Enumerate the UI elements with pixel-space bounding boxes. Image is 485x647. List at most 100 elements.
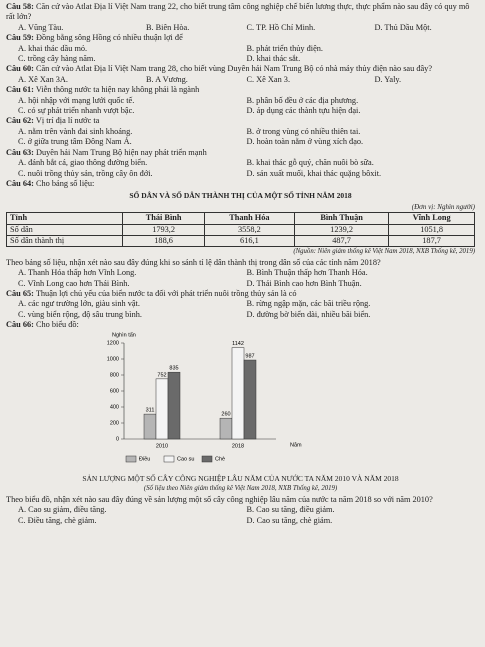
- option[interactable]: A. đánh bắt cá, giao thông đường biển.: [18, 158, 148, 168]
- question-text: Theo bảng số liệu, nhận xét nào sau đây …: [6, 257, 381, 267]
- option[interactable]: B. phân bố đều ở các địa phương.: [246, 95, 359, 105]
- option[interactable]: A. các ngư trường lớn, giàu sinh vật.: [18, 299, 140, 309]
- question-number: Câu 66:: [6, 320, 34, 330]
- question-stem: Câu 64: Cho bảng số liệu:: [6, 179, 475, 189]
- question-stem: Câu 61: Viễn thông nước ta hiện nay khôn…: [6, 85, 475, 95]
- question: Câu 64: Cho bảng số liệu: SỐ DÂN VÀ SỐ DÂ…: [5, 179, 475, 289]
- y-axis-label: Nghìn tấn: [112, 332, 136, 338]
- question-text: Đồng bằng sông Hồng có nhiều thuận lợi đ…: [35, 33, 183, 43]
- question: Câu 60: Căn cứ vào Atlat Địa lí Việt Nam…: [6, 64, 475, 85]
- option[interactable]: D. sản xuất muối, khai thác quặng bôxit.: [246, 168, 382, 178]
- table-cell: 187,7: [388, 234, 475, 248]
- question: Câu 61: Viễn thông nước ta hiện nay khôn…: [6, 85, 475, 116]
- question-stem: Câu 58: Căn cứ vào Atlat Địa lí Việt Nam…: [6, 2, 475, 23]
- options: A. Cao su giảm, điều tăng. B. Cao su tăng…: [6, 505, 475, 526]
- option[interactable]: A. Xê Xan 3A.: [18, 74, 69, 84]
- option[interactable]: C. có sự phát triển nhanh vượt bậc.: [18, 106, 135, 116]
- bar: [243, 359, 257, 439]
- question-text: Thuận lợi chủ yếu của biển nước ta đối v…: [35, 288, 297, 298]
- option[interactable]: A. nằm trên vành đai sinh khoáng.: [18, 126, 133, 136]
- option[interactable]: C. trồng cây hàng năm.: [18, 54, 96, 64]
- option[interactable]: D. hoàn toàn nằm ở vùng xích đạo.: [246, 137, 364, 147]
- option[interactable]: D. áp dụng các thành tựu hiện đại.: [246, 106, 361, 116]
- option[interactable]: A. hội nhập với mạng lưới quốc tế.: [18, 95, 135, 105]
- legend-swatch: [201, 455, 213, 462]
- question-text: Duyên hải Nam Trung Bộ hiện nay phát tri…: [35, 147, 207, 157]
- question-text: Cho biểu đồ:: [35, 320, 79, 330]
- question-number: Câu 61:: [6, 85, 34, 95]
- option[interactable]: B. khai thác gỗ quý, chăn nuôi bò sữa.: [246, 158, 374, 168]
- legend-label: Cao su: [177, 456, 194, 462]
- table-cell: Số dân: [5, 223, 124, 236]
- table-unit: (Đơn vị: Nghìn người): [411, 202, 475, 211]
- table-header-cell: Thái Bình: [122, 212, 205, 225]
- option[interactable]: D. Thái Bình cao hơn Bình Thuận.: [246, 278, 362, 288]
- bar: [167, 371, 181, 439]
- x-tick-label: 2010: [156, 443, 168, 449]
- option[interactable]: C. TP. Hồ Chí Minh.: [246, 22, 316, 32]
- legend-swatch: [125, 455, 137, 462]
- y-tick-label: 1000: [107, 356, 119, 362]
- option[interactable]: C. Điều tăng, chè giảm.: [18, 515, 97, 525]
- legend-label: Điều: [139, 456, 150, 462]
- legend-label: Chè: [215, 456, 225, 462]
- option[interactable]: B. Cao su tăng, điều giảm.: [246, 505, 335, 515]
- question: Câu 62: Vị trí địa lí nước ta A. nằm trên…: [6, 116, 475, 147]
- option[interactable]: C. Vĩnh Long cao hơn Thái Bình.: [18, 278, 130, 288]
- option[interactable]: B. ở trong vùng có nhiều thiên tai.: [246, 126, 361, 136]
- bar: [219, 417, 233, 439]
- question-stem: Câu 59: Đồng bằng sông Hồng có nhiều thu…: [6, 33, 475, 43]
- option[interactable]: B. Bình Thuận thấp hơn Thanh Hóa.: [246, 268, 368, 278]
- question-stem: Câu 60: Căn cứ vào Atlat Địa lí Việt Nam…: [6, 64, 475, 74]
- option[interactable]: C. Xê Xan 3.: [246, 74, 291, 84]
- option[interactable]: D. khai thác sắt.: [246, 54, 301, 64]
- option[interactable]: A. Vũng Tàu.: [18, 22, 64, 32]
- option[interactable]: B. rừng ngập mặn, các bãi triều rộng.: [246, 299, 371, 309]
- options: A. khai thác dầu mỏ. B. phát triển thủy đ…: [6, 44, 475, 65]
- chart-source: (Số liệu theo Niên giám thống kê Việt Na…: [143, 485, 338, 493]
- option[interactable]: B. A Vương.: [145, 74, 188, 84]
- options: A. các ngư trường lớn, giàu sinh vật. B. …: [6, 299, 475, 320]
- data-table: Tỉnh Thái Bình Thanh Hóa Bình Thuận Vĩnh Lon…: [5, 212, 475, 248]
- y-tick-label: 1200: [107, 340, 119, 346]
- question: Câu 59: Đồng bằng sông Hồng có nhiều thu…: [6, 33, 475, 64]
- option[interactable]: A. Thanh Hóa thấp hơn Vĩnh Long.: [18, 268, 137, 278]
- y-tick-label: 0: [116, 436, 119, 442]
- y-tick-label: 200: [110, 420, 119, 426]
- question-stem: Câu 66: Cho biểu đồ:: [6, 320, 475, 330]
- y-tick-label: 400: [110, 404, 119, 410]
- table-cell: 487,7: [293, 234, 390, 248]
- option[interactable]: B. phát triển thủy điện.: [246, 43, 324, 53]
- bar-value-label: 1142: [232, 341, 244, 347]
- question-text: Vị trí địa lí nước ta: [35, 116, 100, 126]
- table-cell: 188,6: [122, 234, 205, 248]
- bar-value-label: 987: [245, 353, 254, 359]
- question: Câu 66: Cho biểu đồ: Nghìn tấn 0 200 400 600 8…: [6, 320, 475, 526]
- table-cell: 3558,2: [203, 223, 295, 236]
- question: Câu 58: Căn cứ vào Atlat Địa lí Việt Nam…: [6, 2, 475, 33]
- x-axis-label: Năm: [290, 442, 302, 448]
- options: A. Vũng Tàu. B. Biên Hòa. C. TP. Hồ Chí Mi…: [6, 23, 475, 33]
- table-source: (Nguồn: Niên giám thống kê Việt Nam 2018…: [293, 248, 475, 256]
- option[interactable]: C. ở giữa trung tâm Đông Nam Á.: [18, 137, 132, 147]
- option[interactable]: D. Yaly.: [374, 74, 402, 84]
- option[interactable]: D. đường bờ biển dài, nhiều bãi biển.: [246, 309, 371, 319]
- table-header-cell: Tỉnh: [5, 212, 124, 225]
- chart-wrap: Nghìn tấn 0 200 400 600 800 1000 1200 Năm 2010 311…: [6, 331, 475, 474]
- table-title: SỐ DÂN VÀ SỐ DÂN THÀNH THỊ CỦA MỘT SỐ TỈ…: [129, 191, 352, 201]
- option[interactable]: A. Cao su giảm, điều tăng.: [18, 505, 107, 515]
- option[interactable]: D. Thủ Dầu Một.: [374, 22, 432, 32]
- table-cell: 1051,8: [388, 223, 475, 236]
- option[interactable]: D. Cao su tăng, chè giảm.: [246, 515, 333, 525]
- option[interactable]: C. nuôi trồng thủy sản, trồng cây ôn đới…: [18, 168, 153, 178]
- question-number: Câu 59:: [6, 33, 34, 43]
- options: A. Xê Xan 3A. B. A Vương. C. Xê Xan 3. D. Y…: [6, 75, 475, 85]
- question-text: Cho bảng số liệu:: [35, 178, 95, 188]
- bar-value-label: 260: [221, 411, 230, 417]
- option[interactable]: A. khai thác dầu mỏ.: [18, 43, 88, 53]
- table-header-cell: Thanh Hóa: [203, 212, 295, 225]
- option[interactable]: B. Biên Hòa.: [145, 22, 190, 32]
- option[interactable]: C. vùng biển rộng, độ sâu trung bình.: [18, 309, 142, 319]
- options: A. Thanh Hóa thấp hơn Vĩnh Long. B. Bình …: [6, 268, 475, 289]
